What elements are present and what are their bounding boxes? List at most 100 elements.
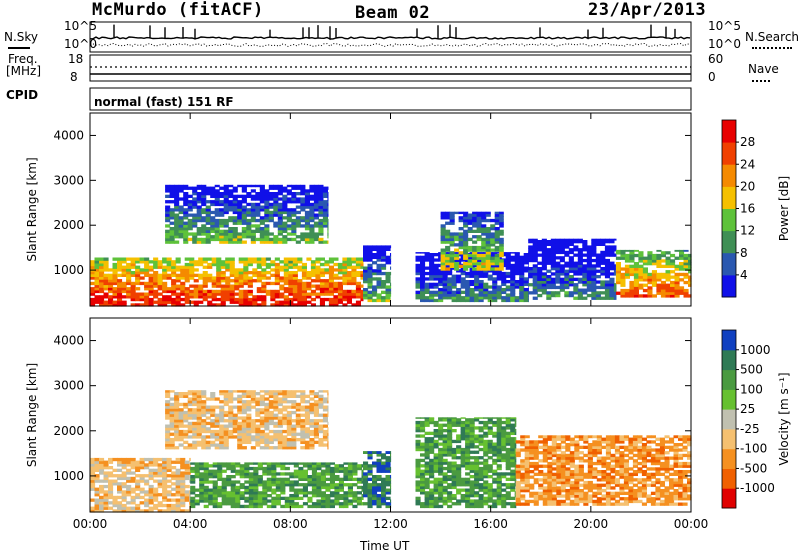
echo-cell [121,273,127,277]
echo-cell [367,477,373,481]
echo-cell [277,186,283,190]
echo-cell [363,266,369,270]
echo-cell [232,197,238,201]
echo-cell [505,293,511,297]
echo-cell [201,208,207,212]
echo-cell [259,197,265,201]
echo-cell [248,480,254,484]
echo-cell [214,189,220,193]
echo-cell [300,192,306,196]
echo-cell [664,486,670,490]
echo-cell [234,287,240,291]
echo-cell [301,268,307,272]
echo-cell [385,488,391,492]
echo-cell [246,218,252,223]
echo-cell [478,434,484,438]
echo-cell [650,461,656,466]
echo-cell [347,462,353,465]
echo-cell [542,480,548,485]
echo-cell [490,227,496,231]
echo-cell [126,468,132,472]
echo-cell [288,303,294,307]
echo-cell [613,285,617,290]
echo-cell [510,461,516,465]
echo-cell [302,477,308,481]
echo-cell [600,238,606,241]
echo-cell [440,216,446,220]
echo-cell [318,229,324,233]
echo-cell [592,461,598,466]
echo-cell [492,263,498,268]
echo-cell [655,480,661,485]
echo-cell [187,221,193,225]
echo-cell [193,295,199,299]
echo-cell [619,497,625,501]
echo-cell [214,202,220,207]
echo-cell [609,245,615,249]
echo-cell [232,232,238,236]
echo-cell [238,292,244,296]
echo-cell [343,462,349,465]
echo-cell [420,458,426,463]
echo-cell [501,271,507,276]
echo-cell [674,288,680,293]
echo-cell [610,478,616,482]
echo-cell [211,262,217,267]
echo-cell [180,271,186,275]
echo-cell [447,431,453,435]
echo-cell [487,426,493,430]
echo-cell [238,276,244,280]
echo-cell [574,445,580,449]
echo-cell [153,300,159,304]
echo-cell [117,476,123,481]
echo-cell [533,497,539,501]
echo-cell [456,293,462,297]
echo-cell [198,287,204,291]
echo-cell [578,483,584,487]
echo-cell [496,439,502,444]
echo-cell [505,271,511,276]
echo-cell [478,456,484,460]
echo-cell [447,485,453,490]
echo-cell [642,270,648,274]
echo-cell [596,470,602,474]
echo-cell [551,437,557,441]
echo-cell [490,218,496,223]
echo-cell [275,488,281,492]
echo-cell [514,494,517,498]
echo-cell [591,280,597,284]
echo-cell [367,282,373,286]
echo-cell [442,269,448,273]
echo-cell [592,502,598,506]
echo-cell [556,453,562,458]
echo-cell [390,261,392,265]
echo-cell [433,429,439,433]
echo-cell [605,491,611,495]
echo-cell [381,464,387,468]
echo-cell [492,472,498,476]
echo-cell [259,237,265,242]
echo-cell [478,466,484,471]
echo-cell [669,478,675,482]
echo-cell [465,431,471,435]
echo-cell [519,258,525,262]
echo-cell [259,221,265,225]
echo-cell [424,258,430,262]
echo-cell [496,420,502,425]
echo-cell [420,261,426,265]
echo-cell [614,480,620,485]
echo-cell [478,252,484,254]
echo-cell [376,494,382,498]
echo-cell [499,248,504,252]
echo-cell [216,268,222,272]
echo-cell [333,295,339,299]
echo-cell [187,194,193,198]
echo-cell [203,496,209,500]
echo-cell [492,447,498,452]
echo-cell [555,285,561,290]
echo-cell [532,272,538,276]
echo-cell [442,290,448,294]
echo-cell [474,434,480,438]
echo-cell [292,265,298,269]
echo-cell [556,443,562,447]
